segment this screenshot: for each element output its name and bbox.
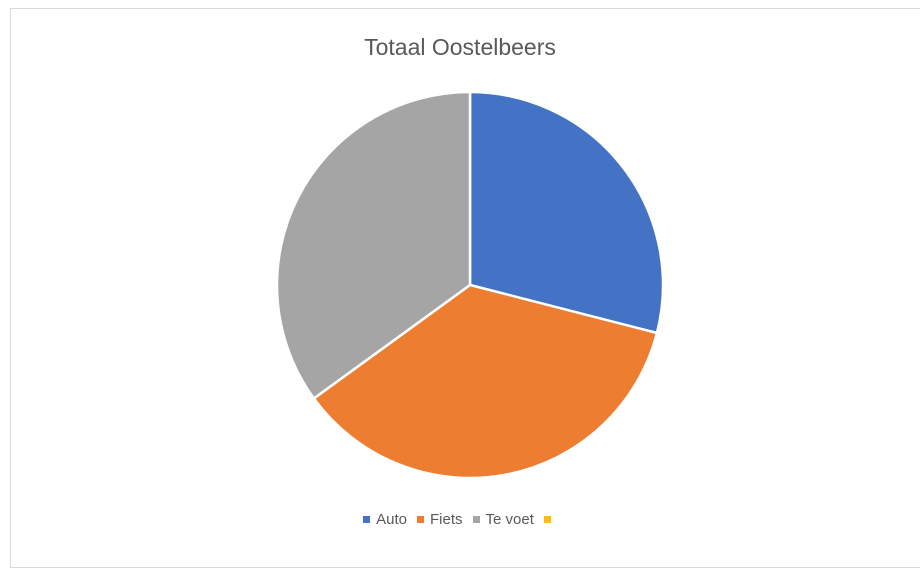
legend-item-fiets: Fiets — [416, 511, 463, 528]
legend-swatch — [363, 516, 371, 523]
legend-label: Fiets — [429, 511, 463, 528]
legend: Auto Fiets Te voet — [0, 511, 920, 528]
legend-label: Auto — [376, 511, 407, 528]
legend-swatch — [472, 516, 480, 523]
legend-item-auto: Auto — [363, 511, 407, 528]
pie-chart — [275, 90, 665, 480]
pie-slice-te-voet — [275, 90, 472, 400]
pie-slice-fiets — [312, 283, 659, 480]
legend-item-te-voet: Te voet — [472, 511, 534, 528]
chart-title: Totaal Oostelbeers — [364, 34, 556, 60]
pie-slice-auto — [468, 90, 665, 335]
legend-label: Te voet — [485, 511, 534, 528]
legend-item-series-4 — [543, 516, 557, 523]
legend-swatch — [543, 516, 551, 523]
legend-swatch — [416, 516, 424, 523]
